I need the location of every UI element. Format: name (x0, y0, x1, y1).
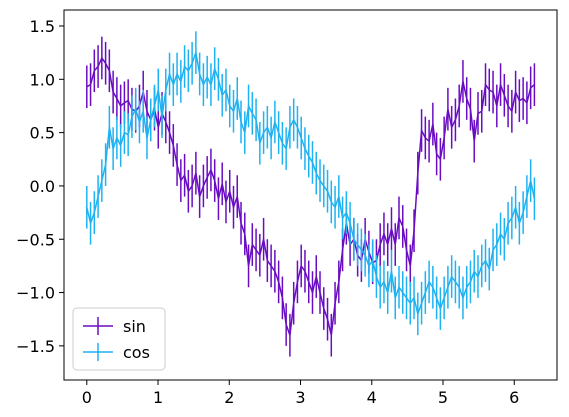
legend-entry-sin: sin (83, 317, 146, 336)
x-tick-label: 2 (224, 388, 234, 407)
x-axis: 0 1 2 3 4 5 6 (82, 380, 519, 407)
y-tick-label: 1.0 (30, 70, 55, 89)
y-tick-label: 0.0 (30, 177, 55, 196)
y-tick-label: −1.0 (16, 284, 55, 303)
y-tick-label: −0.5 (16, 230, 55, 249)
y-tick-label: 0.5 (30, 124, 55, 143)
y-tick-label: 1.5 (30, 17, 55, 36)
y-axis: 1.5 1.0 0.5 0.0 −0.5 −1.0 −1.5 (16, 17, 64, 356)
legend-label: cos (123, 343, 150, 362)
x-tick-label: 3 (295, 388, 305, 407)
legend-label: sin (123, 317, 146, 336)
plot-frame (63, 9, 558, 381)
x-tick-label: 1 (153, 388, 163, 407)
cos-line (86, 49, 536, 317)
series-layer (86, 31, 536, 357)
y-tick-label: −1.5 (16, 337, 55, 356)
series-cos (86, 31, 536, 336)
legend-box (72, 307, 166, 371)
x-tick-label: 5 (438, 388, 448, 407)
x-tick-label: 6 (509, 388, 519, 407)
legend-entry-cos: cos (83, 343, 150, 362)
legend: sin cos (72, 307, 166, 371)
x-tick-label: 4 (367, 388, 377, 407)
x-tick-label: 0 (82, 388, 92, 407)
